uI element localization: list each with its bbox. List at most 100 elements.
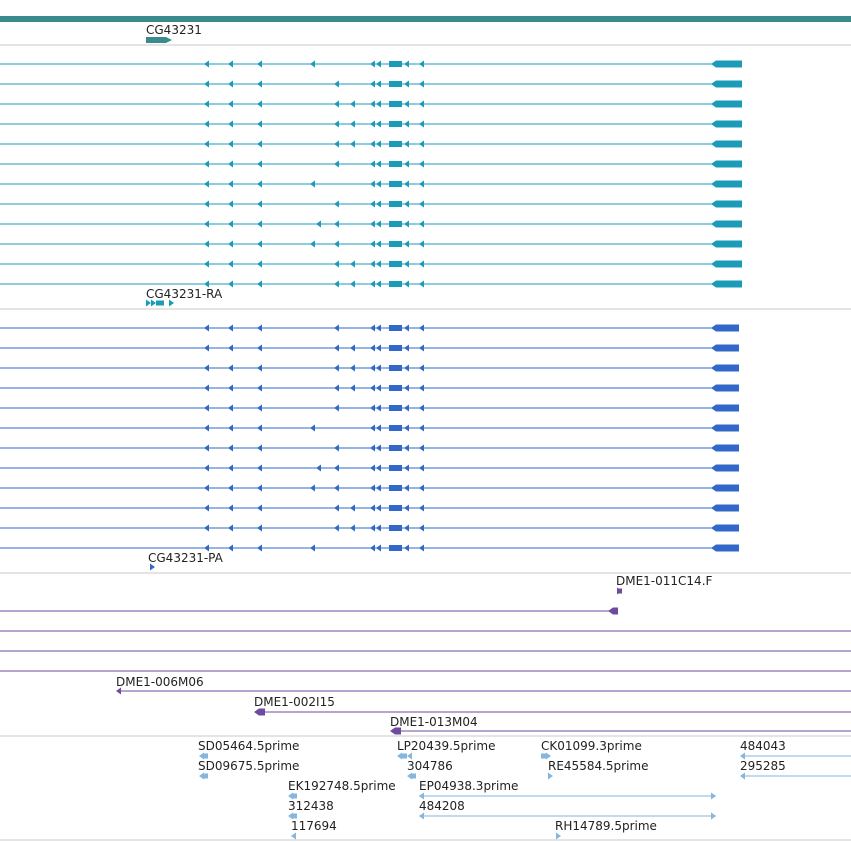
exon-arrow — [228, 444, 233, 452]
exon-arrow — [404, 140, 409, 148]
exon-arrow — [257, 544, 262, 552]
exon-arrow — [370, 464, 375, 472]
exon-arrow — [350, 140, 355, 148]
exon-arrow — [376, 404, 381, 412]
exon-arrow — [310, 180, 315, 188]
est-label[interactable]: 484043 — [740, 739, 786, 753]
est-glyph — [740, 772, 745, 780]
exon-arrow — [404, 200, 409, 208]
exon-arrow — [257, 160, 262, 168]
est-label[interactable]: CK01099.3prime — [541, 739, 642, 753]
exon-arrow — [228, 324, 233, 332]
exon-arrow — [404, 100, 409, 108]
exon-arrow — [334, 80, 339, 88]
est-label[interactable]: RE45584.5prime — [548, 759, 649, 773]
est-label[interactable]: 312438 — [288, 799, 334, 813]
exon-arrow — [404, 504, 409, 512]
exon-arrow — [350, 100, 355, 108]
exon-arrow — [257, 484, 262, 492]
exon-arrow — [350, 364, 355, 372]
exon-arrow — [370, 344, 375, 352]
exon-arrow — [376, 280, 381, 288]
exon-arrow — [204, 524, 209, 532]
dme-glyph — [608, 607, 618, 615]
exon-block — [389, 81, 402, 87]
exon-arrow — [257, 344, 262, 352]
dme-label[interactable]: DME1-006M06 — [116, 675, 204, 689]
exon-arrow — [370, 220, 375, 228]
exon-arrow — [204, 80, 209, 88]
exon-arrow — [376, 220, 381, 228]
transcript-pa-label[interactable]: CG43231-PA — [148, 551, 224, 565]
exon-arrow — [404, 260, 409, 268]
exon-arrow — [334, 280, 339, 288]
est-label[interactable]: 304786 — [407, 759, 453, 773]
exon-arrow — [334, 384, 339, 392]
exon-arrow — [228, 344, 233, 352]
exon-block — [389, 545, 402, 551]
exon-arrow — [376, 424, 381, 432]
est-label[interactable]: 484208 — [419, 799, 465, 813]
exon-arrow — [334, 160, 339, 168]
dme-label[interactable]: DME1-002I15 — [254, 695, 335, 709]
exon-arrow — [370, 424, 375, 432]
est-glyph — [199, 772, 204, 780]
exon-arrow — [419, 324, 424, 332]
est-label[interactable]: 117694 — [291, 819, 337, 833]
exon-block — [711, 444, 739, 452]
est-label[interactable]: EP04938.3prime — [419, 779, 518, 793]
est-label[interactable]: 295285 — [740, 759, 786, 773]
exon-arrow — [376, 180, 381, 188]
dme-label[interactable]: DME1-013M04 — [390, 715, 478, 729]
exon-arrow — [257, 60, 262, 68]
exon-block — [389, 181, 402, 187]
exon-arrow — [419, 200, 424, 208]
exon-arrow — [334, 100, 339, 108]
exon-arrow — [257, 200, 262, 208]
exon-arrow — [204, 544, 209, 552]
est-glyph — [407, 772, 412, 780]
exon-arrow — [228, 260, 233, 268]
est-label[interactable]: EK192748.5prime — [288, 779, 396, 793]
exon-arrow — [419, 160, 424, 168]
exon-block — [711, 80, 742, 88]
exon-arrow — [404, 240, 409, 248]
exon-arrow — [350, 120, 355, 128]
exon-arrow — [404, 80, 409, 88]
exon-arrow — [376, 240, 381, 248]
exon-arrow — [257, 120, 262, 128]
exon-arrow — [419, 100, 424, 108]
exon-arrow — [350, 504, 355, 512]
exon-arrow — [370, 324, 375, 332]
exon-block — [389, 121, 402, 127]
transcript-ra-label[interactable]: CG43231-RA — [146, 287, 223, 301]
est-glyph — [546, 752, 551, 760]
exon-block — [711, 344, 739, 352]
exon-block — [711, 200, 742, 208]
exon-block — [711, 160, 742, 168]
exon-block — [711, 220, 742, 228]
dme-label[interactable]: DME1-011C14.F — [616, 574, 713, 588]
est-label[interactable]: SD09675.5prime — [198, 759, 299, 773]
exon-arrow — [370, 404, 375, 412]
direction-glyph — [146, 299, 151, 307]
exon-arrow — [404, 444, 409, 452]
exon-arrow — [404, 524, 409, 532]
exon-arrow — [204, 60, 209, 68]
exon-block — [711, 280, 742, 288]
exon-arrow — [404, 120, 409, 128]
exon-arrow — [257, 100, 262, 108]
exon-arrow — [419, 220, 424, 228]
exon-arrow — [404, 60, 409, 68]
est-label[interactable]: LP20439.5prime — [397, 739, 496, 753]
est-label[interactable]: RH14789.5prime — [555, 819, 657, 833]
exon-block — [389, 325, 402, 331]
gene-span-bar — [0, 16, 851, 22]
exon-arrow — [370, 100, 375, 108]
exon-arrow — [228, 120, 233, 128]
exon-arrow — [257, 140, 262, 148]
exon-block — [711, 60, 742, 68]
exon-arrow — [204, 120, 209, 128]
gene-label[interactable]: CG43231 — [146, 23, 202, 37]
est-label[interactable]: SD05464.5prime — [198, 739, 299, 753]
